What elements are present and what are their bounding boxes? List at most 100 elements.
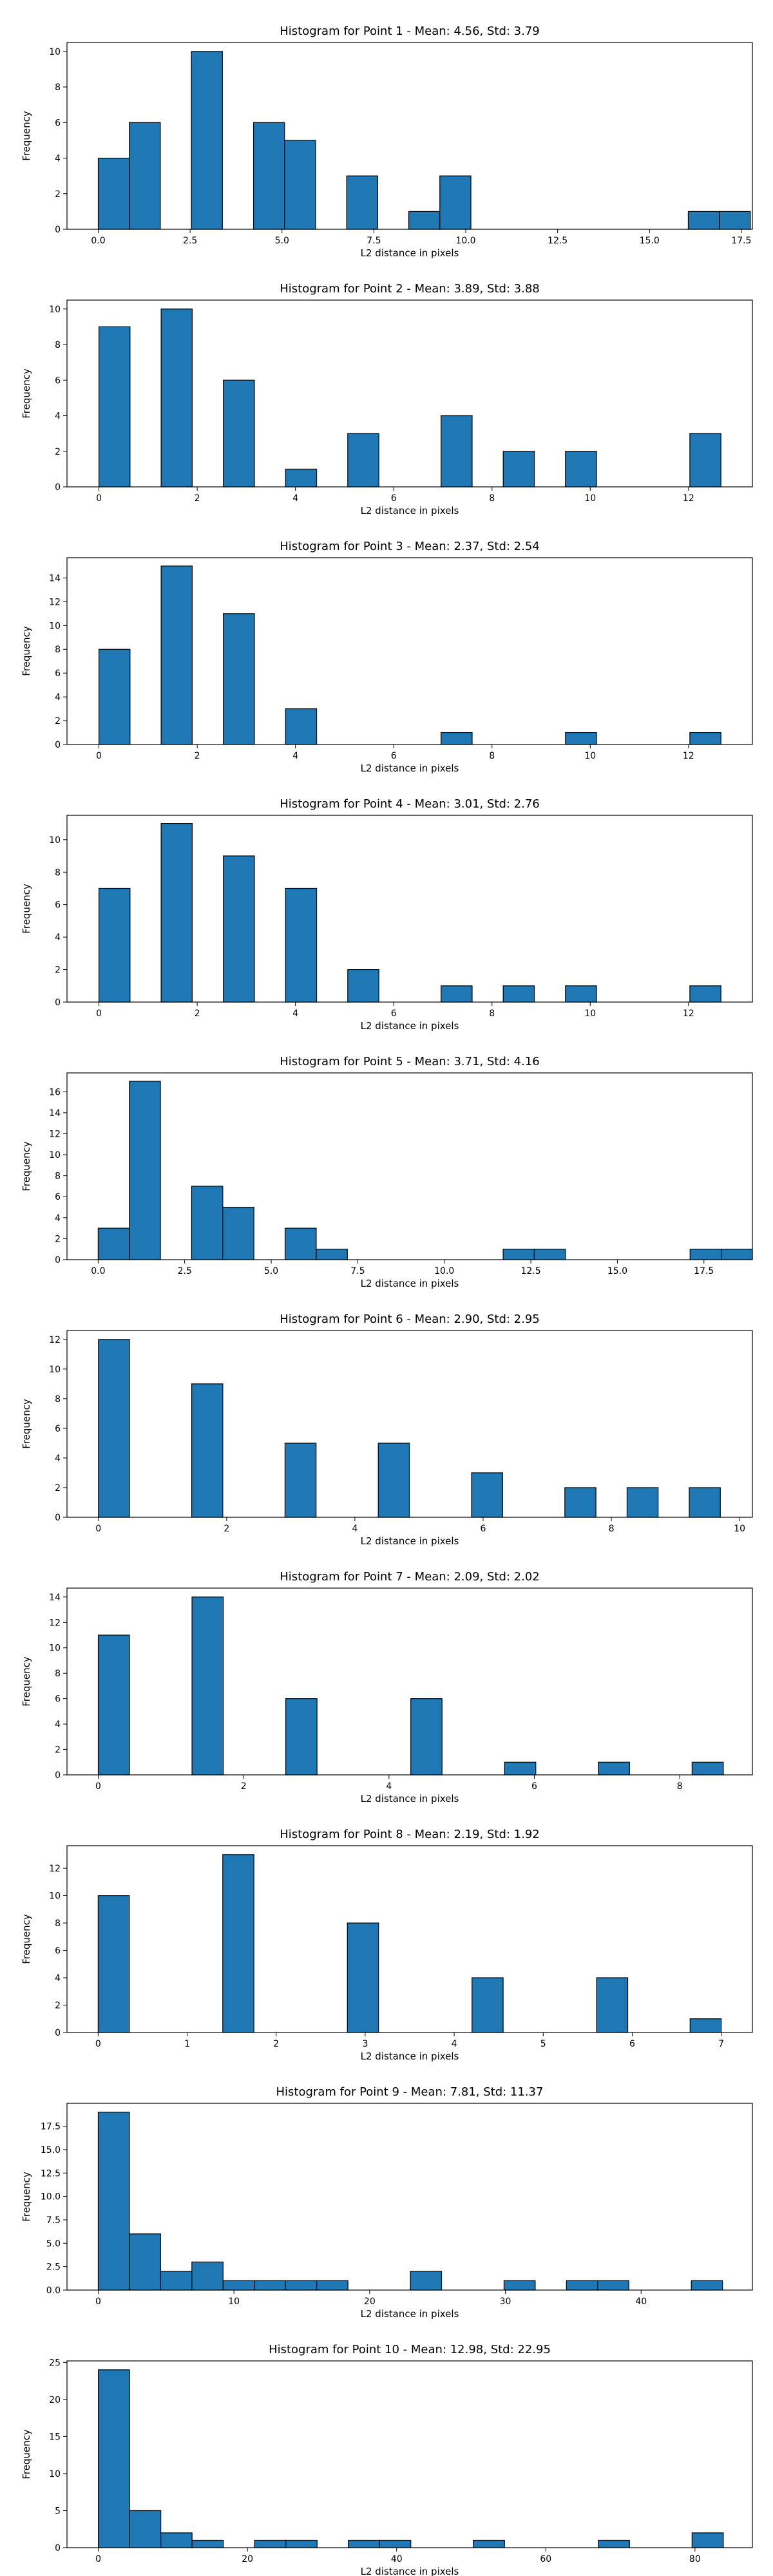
y-tick-label: 2.5	[46, 2262, 61, 2273]
histogram-bar	[597, 2280, 629, 2291]
plot-frame	[66, 42, 753, 230]
x-tick-label: 2	[195, 751, 200, 761]
histogram-bar	[689, 1249, 722, 1260]
x-tick-label: 7	[718, 2039, 724, 2049]
y-tick-label: 16	[49, 1087, 61, 1097]
y-axis-label: Frequency	[21, 1141, 32, 1191]
x-tick-label: 4	[386, 1781, 392, 1792]
histogram-bar	[98, 887, 131, 1003]
x-tick-label: 0	[95, 2039, 101, 2049]
histogram-bar	[721, 1249, 753, 1260]
histogram-bar	[285, 708, 318, 745]
x-tick-label: 40	[635, 2297, 647, 2307]
histogram-bar	[191, 2261, 224, 2291]
y-tick-label: 10	[49, 305, 61, 315]
histogram-bar	[129, 2510, 162, 2548]
x-tick-label: 12	[683, 1009, 694, 1019]
x-tick-label: 10	[584, 493, 596, 504]
y-tick-label: 0	[55, 225, 61, 235]
x-tick-label: 40	[391, 2554, 403, 2564]
histogram-bar	[129, 2233, 161, 2291]
x-axis-label: L2 distance in pixels	[361, 1020, 459, 1032]
histogram-panel-5: Histogram for Point 5 - Mean: 3.71, Std:…	[21, 1055, 753, 1289]
histogram-bar	[98, 2369, 130, 2548]
y-tick-label: 0	[55, 1770, 61, 1781]
histogram-bar	[689, 2018, 722, 2033]
chart-title: Histogram for Point 5 - Mean: 3.71, Std:…	[280, 1055, 540, 1068]
histogram-bar	[160, 308, 193, 488]
x-tick-label: 12	[683, 493, 694, 504]
y-tick-label: 2	[55, 1483, 61, 1493]
x-tick-label: 2	[195, 1009, 200, 1019]
histogram-bar	[284, 1443, 317, 1518]
y-tick-label: 5	[55, 2506, 61, 2516]
histogram-bar	[689, 985, 721, 1003]
x-tick-label: 10.0	[455, 236, 475, 246]
y-tick-label: 14	[49, 1593, 61, 1603]
x-tick-label: 12	[683, 751, 694, 761]
histogram-bar	[691, 1761, 724, 1776]
y-tick-label: 2	[55, 965, 61, 976]
histogram-bar	[191, 1186, 224, 1260]
y-axis-label: Frequency	[21, 626, 32, 676]
y-tick-label: 6	[55, 668, 61, 679]
x-axis-label: L2 distance in pixels	[361, 1793, 459, 1804]
histogram-bar	[719, 211, 751, 230]
x-tick-label: 5.0	[264, 1266, 278, 1276]
x-tick-label: 3	[362, 2039, 368, 2049]
histogram-bar	[408, 211, 441, 230]
y-tick-label: 4	[55, 412, 61, 422]
y-tick-label: 6	[55, 1192, 61, 1202]
y-tick-label: 4	[55, 692, 61, 703]
x-tick-label: 0	[96, 1009, 102, 1019]
histogram-bar	[689, 433, 721, 488]
histogram-panel-2: Histogram for Point 2 - Mean: 3.89, Std:…	[21, 282, 753, 516]
chart-title: Histogram for Point 10 - Mean: 12.98, St…	[269, 2343, 551, 2356]
y-tick-label: 10.0	[41, 2192, 61, 2202]
y-tick-label: 15	[49, 2432, 61, 2442]
histogram-bar	[160, 565, 193, 745]
x-tick-label: 2	[224, 1524, 229, 1534]
histogram-bar	[410, 1698, 443, 1776]
y-tick-label: 10	[49, 1643, 61, 1654]
histogram-bar	[191, 2539, 224, 2548]
plot-frame	[66, 1587, 753, 1776]
x-tick-label: 6	[629, 2039, 635, 2049]
y-tick-label: 0	[55, 1255, 61, 1265]
histogram-bar	[191, 1596, 224, 1776]
histogram-bar	[687, 211, 720, 230]
plot-frame	[66, 1845, 753, 2033]
x-tick-label: 6	[391, 493, 397, 504]
plot-frame	[66, 299, 753, 488]
y-tick-label: 0	[55, 1513, 61, 1523]
histogram-bar	[473, 2539, 505, 2548]
y-tick-label: 2	[55, 447, 61, 457]
x-axis-label: L2 distance in pixels	[361, 762, 459, 774]
y-tick-label: 4	[55, 1973, 61, 1984]
histogram-panel-4: Histogram for Point 4 - Mean: 3.01, Std:…	[21, 797, 753, 1032]
x-axis-label: L2 distance in pixels	[361, 247, 459, 259]
x-tick-label: 8	[489, 1009, 495, 1019]
x-tick-label: 0	[96, 751, 102, 761]
x-tick-label: 10	[584, 1009, 596, 1019]
histogram-bar	[379, 2539, 412, 2548]
x-tick-label: 20	[364, 2297, 376, 2307]
y-tick-label: 25	[49, 2358, 61, 2368]
y-tick-label: 12.5	[41, 2168, 61, 2179]
y-tick-label: 0	[55, 740, 61, 750]
y-tick-label: 5.0	[46, 2239, 61, 2249]
y-tick-label: 10	[49, 1150, 61, 1160]
y-tick-label: 12	[49, 1129, 61, 1139]
histogram-bar	[191, 51, 223, 230]
x-axis-label: L2 distance in pixels	[361, 1278, 459, 1289]
histogram-bar	[565, 732, 597, 745]
x-tick-label: 20	[242, 2554, 253, 2564]
histogram-bar	[441, 732, 473, 745]
histogram-bar	[222, 1206, 254, 1260]
y-tick-label: 8	[55, 1394, 61, 1405]
y-tick-label: 12	[49, 1864, 61, 1874]
x-tick-label: 80	[689, 2554, 701, 2564]
histogram-bar	[129, 122, 161, 230]
y-tick-label: 6	[55, 900, 61, 911]
